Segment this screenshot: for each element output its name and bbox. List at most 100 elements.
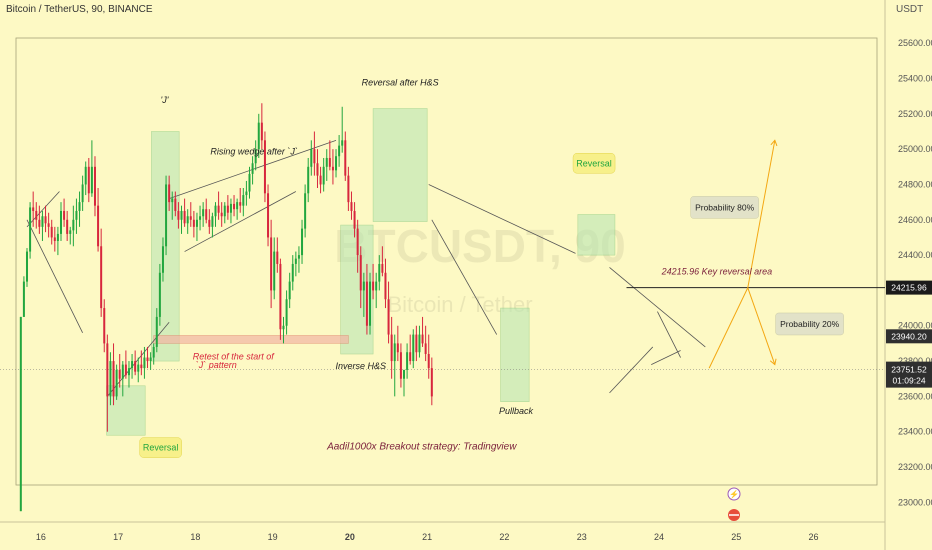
candle-body	[220, 212, 223, 217]
candle-body	[177, 210, 180, 220]
candle-body	[100, 246, 103, 309]
candle-body	[90, 166, 93, 194]
candle-body	[409, 352, 412, 362]
candle-body	[192, 219, 195, 227]
current-price-value: 23751.52	[891, 365, 927, 375]
labels-layer: 'J' Rising wedge after `J` Reversal after …	[139, 78, 932, 521]
candle-body	[344, 140, 347, 176]
candle-body	[288, 281, 291, 300]
probability-arrowhead	[769, 358, 777, 366]
pattern-zone	[372, 108, 428, 222]
key-level-price-tag	[886, 280, 932, 295]
candle-body	[72, 219, 75, 231]
candle-body	[276, 251, 279, 264]
x-tick-label: 26	[808, 532, 818, 542]
candle-body	[239, 202, 242, 206]
x-tick-label: 23	[577, 532, 587, 542]
y-tick-label: 25200.00	[898, 109, 932, 119]
candle-body	[183, 210, 186, 224]
candle-body	[273, 251, 276, 291]
x-tick-label: 19	[268, 532, 278, 542]
candle-body	[325, 157, 328, 167]
pattern-zone	[577, 214, 616, 256]
reversal-badge-text: Reversal	[576, 158, 612, 168]
candle-body	[313, 149, 316, 164]
current-price-tag	[886, 361, 932, 388]
candle-body	[270, 237, 273, 291]
candle-body	[131, 361, 134, 369]
candle-body	[103, 308, 106, 344]
last-price-tag-text: 23940.20	[891, 331, 927, 341]
candle-body	[25, 251, 29, 282]
candle-body	[115, 369, 118, 397]
candle-body	[282, 325, 285, 330]
candle-body	[223, 205, 226, 217]
probability-20-path	[747, 287, 776, 365]
candle-body	[121, 364, 124, 379]
candle-body	[47, 223, 50, 227]
candle-body	[158, 272, 161, 317]
candle-body	[359, 255, 362, 291]
candle-body	[75, 210, 78, 220]
candle-body	[205, 209, 208, 220]
y-tick-label: 25000.00	[898, 144, 932, 154]
candle-body	[226, 205, 229, 213]
candle-body	[168, 184, 171, 203]
countdown-value: 01:09:24	[892, 376, 925, 386]
candle-body	[399, 352, 402, 379]
retest-label-line2: `J` pattern	[196, 360, 237, 370]
candle-body	[78, 202, 81, 211]
candle-body	[109, 361, 112, 397]
candle-body	[356, 228, 359, 256]
candle-body	[365, 281, 368, 326]
probability-arrowhead	[770, 139, 778, 147]
inverse-hs-label: Inverse H&S	[335, 361, 386, 371]
candle-body	[257, 122, 260, 150]
candle-body	[390, 334, 393, 362]
key-level-price-tag-text: 24215.96	[891, 283, 927, 293]
candle-body	[297, 255, 300, 259]
candle-body	[84, 166, 87, 185]
candle-body	[248, 173, 251, 192]
candle-body	[53, 237, 56, 241]
trendline	[428, 184, 576, 254]
reversal-after-hs-label: Reversal after H&S	[362, 78, 439, 88]
candle-body	[375, 281, 378, 291]
candle-body	[29, 207, 32, 252]
candle-body	[415, 334, 418, 353]
chart-symbol-title: Bitcoin / TetherUS, 90, BINANCE	[6, 4, 153, 15]
candle-body	[396, 343, 399, 353]
candle-body	[260, 122, 263, 141]
y-tick-label: 24000.00	[898, 321, 932, 331]
candle-body	[106, 343, 109, 397]
candle-body	[63, 210, 66, 220]
trendline	[431, 219, 498, 335]
candle-body	[174, 198, 177, 211]
candle-body	[66, 219, 69, 234]
candle-body	[229, 203, 232, 213]
candle-body	[134, 361, 137, 372]
x-tick-label: 16	[36, 532, 46, 542]
candle-body	[369, 281, 372, 326]
candle-body	[149, 357, 152, 362]
y-tick-label: 23200.00	[898, 462, 932, 472]
x-tick-label: 22	[499, 532, 509, 542]
candle-body	[341, 140, 344, 146]
candle-body	[350, 202, 353, 211]
candle-body	[291, 263, 294, 282]
pattern-zone	[106, 385, 146, 436]
candle-body	[127, 368, 130, 376]
rising-wedge-label: Rising wedge after `J`	[210, 146, 298, 156]
trendline	[26, 219, 83, 333]
candle-body	[301, 228, 304, 256]
probability-80-box-text: Probability 80%	[695, 202, 755, 212]
candle-body	[245, 191, 248, 196]
retest-band	[153, 335, 349, 344]
x-tick-label: 25	[731, 532, 741, 542]
x-tick-label: 21	[422, 532, 432, 542]
candle-body	[214, 205, 217, 217]
reversal-badge-right	[572, 153, 616, 174]
